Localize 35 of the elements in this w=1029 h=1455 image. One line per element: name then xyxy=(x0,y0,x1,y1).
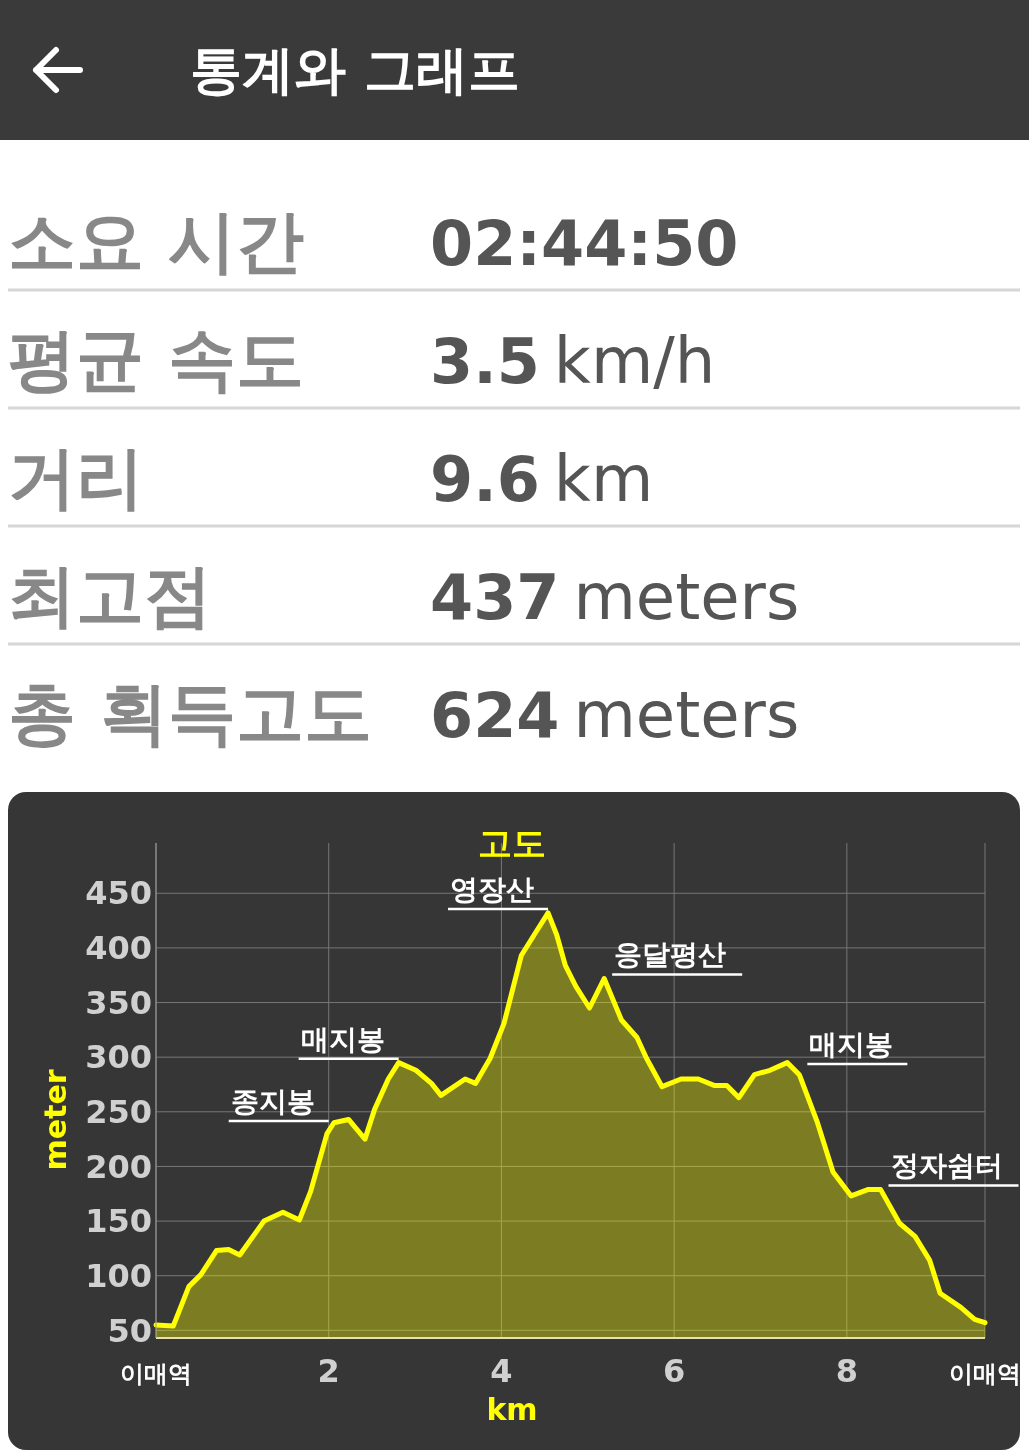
annotation: 응달평산 xyxy=(614,938,727,972)
y-tick-label: 450 xyxy=(85,874,152,913)
y-tick-label: 250 xyxy=(85,1093,152,1132)
annotation: 종지봉 xyxy=(230,1084,315,1118)
category-label: 총 획득고도 xyxy=(8,674,372,753)
y-axis-title: meter xyxy=(38,1069,73,1171)
y-tick-label: 300 xyxy=(85,1038,152,1077)
x-tick-label: 이매역 xyxy=(949,1360,1021,1388)
y-tick-label: 50 xyxy=(107,1311,152,1350)
x-tick-label: 6 xyxy=(662,1352,686,1390)
y-tick-label: 200 xyxy=(85,1147,152,1186)
text: 437 meters xyxy=(430,560,800,634)
x-tick-label: 2 xyxy=(317,1352,340,1390)
category-label: 평균 속도 xyxy=(8,320,304,399)
y-tick-label: 100 xyxy=(85,1256,152,1295)
x-tick-label: 8 xyxy=(835,1352,858,1390)
y-tick-label: 350 xyxy=(85,983,152,1022)
annotation: 매지봉 xyxy=(300,1022,385,1056)
text: 통계와 그래프 xyxy=(190,40,521,100)
x-tick-label: 이매역 xyxy=(120,1360,192,1388)
y-tick-label: 150 xyxy=(85,1202,152,1241)
category-label: 거리 xyxy=(8,438,144,517)
annotation: 영장산 xyxy=(450,872,535,906)
x-axis-title: km xyxy=(486,1392,538,1427)
category-label: 최고점 xyxy=(8,556,212,635)
text: 624 meters xyxy=(430,678,800,752)
text: 9.6 km xyxy=(430,442,654,516)
y-tick-label: 400 xyxy=(85,929,152,968)
chart-title: 고도 xyxy=(478,823,546,863)
category-label: 소요 시간 xyxy=(8,202,304,281)
x-tick-label: 4 xyxy=(490,1352,513,1390)
annotation: 매지봉 xyxy=(809,1028,894,1062)
text: 3.5 km/h xyxy=(430,324,716,398)
text: 02:44:50 xyxy=(430,207,739,280)
annotation: 정자쉼터 xyxy=(890,1149,1003,1183)
